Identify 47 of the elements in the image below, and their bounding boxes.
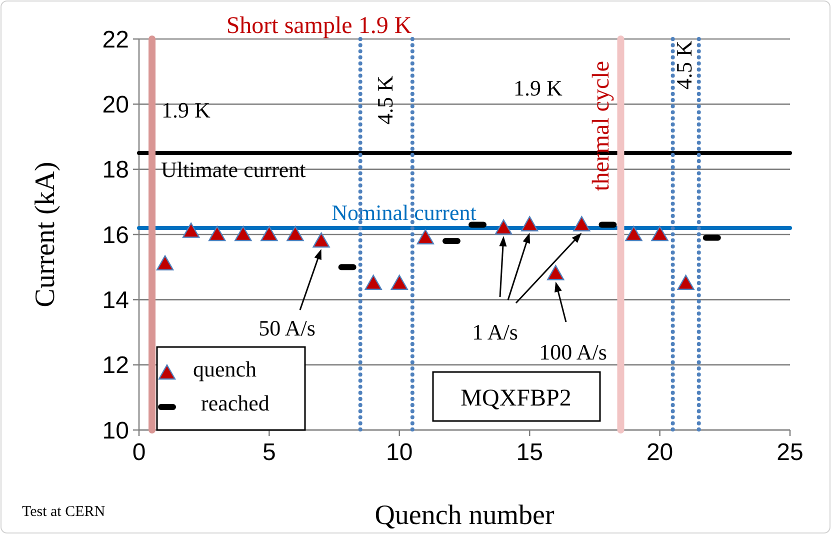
y-tick-label: 20	[102, 92, 129, 119]
point	[651, 226, 668, 242]
annotation: 1 A/s	[472, 320, 518, 345]
x-tick-label: 10	[386, 439, 413, 466]
point	[573, 216, 590, 232]
annotation: 50 A/s	[258, 316, 316, 341]
y-axis-title: Current (kA)	[30, 162, 61, 308]
legend-label: reached	[201, 390, 270, 416]
point	[625, 226, 642, 242]
text: Test at CERN	[22, 504, 106, 520]
point	[547, 265, 564, 280]
point	[312, 232, 330, 248]
legend-label: quench	[193, 356, 257, 382]
x-tick-label: 0	[132, 439, 146, 466]
point	[494, 219, 512, 235]
ref-line-label: Nominal current	[332, 200, 476, 225]
point	[234, 226, 252, 242]
x-tick-label: 15	[516, 439, 543, 466]
point	[416, 229, 434, 244]
point	[286, 226, 304, 242]
x-tick-label: 20	[646, 439, 674, 466]
y-tick-label: 18	[102, 156, 129, 184]
annotation: 100 A/s	[539, 340, 607, 365]
x-tick-label: 5	[262, 439, 276, 466]
y-tick-label: 16	[102, 222, 129, 249]
ref-line-label: thermal cycle	[588, 61, 615, 191]
point	[390, 274, 408, 290]
annotation: 4.5 K	[372, 75, 398, 124]
point	[677, 274, 694, 290]
annotation: 1.9 K	[514, 76, 563, 101]
y-tick-label: 12	[102, 352, 129, 380]
annotation: 4.5 K	[672, 40, 697, 90]
annotation: 1.9 K	[162, 98, 211, 123]
ref-line-label: Ultimate current	[161, 157, 306, 182]
x-tick-label: 25	[776, 439, 804, 466]
point	[521, 216, 538, 232]
y-tick-label: 22	[102, 26, 129, 54]
x-axis-title: Quench number	[374, 500, 555, 531]
y-tick-label: 10	[102, 417, 129, 444]
y-tick-label: 14	[102, 287, 129, 314]
chart-title: Short sample 1.9 K	[226, 13, 412, 39]
point	[364, 274, 382, 290]
point	[156, 255, 174, 270]
point	[208, 226, 226, 242]
point	[260, 226, 278, 242]
point	[182, 222, 200, 238]
annotation: MQXFBP2	[460, 385, 572, 412]
